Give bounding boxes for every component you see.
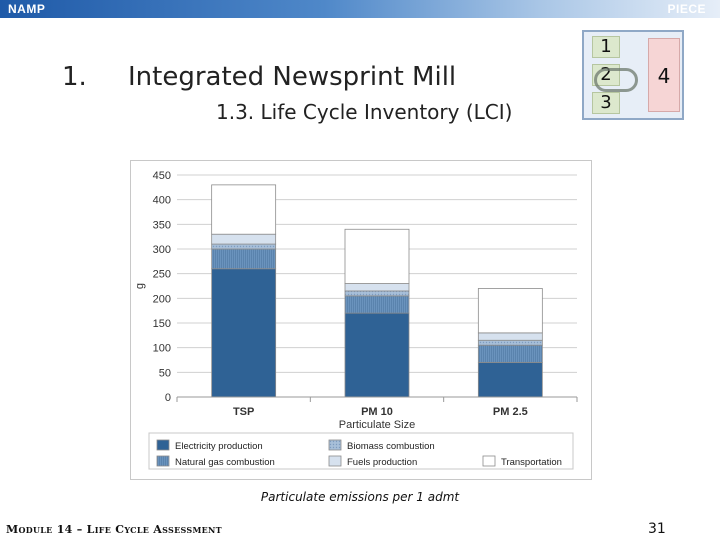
bar-segment	[477, 332, 543, 341]
y-axis-title: g	[134, 283, 146, 289]
y-tick-label: 0	[165, 392, 171, 404]
legend-swatch	[482, 455, 496, 467]
slide-subtitle: 1.3. Life Cycle Inventory (LCI)	[216, 100, 513, 124]
lca-step-3: 3	[592, 92, 620, 114]
lca-step-4: 4	[648, 38, 680, 112]
bar-segment	[211, 233, 277, 245]
top-banner: NAMP PIECE	[0, 0, 720, 18]
chart-caption: Particulate emissions per 1 admt	[260, 490, 460, 504]
y-tick-label: 200	[153, 293, 171, 305]
bar-segment	[211, 268, 277, 398]
header-right-label: PIECE	[667, 2, 706, 16]
legend-swatch	[156, 455, 170, 467]
bar-segment	[477, 362, 543, 398]
x-tick-label: PM 10	[361, 406, 393, 418]
page-number: 31	[648, 521, 666, 537]
bar-segment	[211, 243, 277, 250]
chart-frame: 0 50 100 150 200 250 300 350 400 450 TSP PM 10 PM 2.…	[130, 160, 592, 480]
bar-segment	[344, 283, 410, 292]
bar-segment	[211, 248, 277, 270]
x-tick-label: PM 2.5	[493, 406, 528, 418]
legend-label: Fuels production	[347, 457, 417, 468]
legend-swatch	[328, 455, 342, 467]
bar-segment	[344, 295, 410, 314]
lca-steps-diagram: 1 2 3 4	[582, 30, 684, 120]
legend-label: Biomass combustion	[347, 441, 435, 452]
bar-segment	[477, 288, 543, 334]
bar-segment	[477, 339, 543, 346]
y-tick-label: 50	[159, 367, 171, 379]
section-number: 1.	[62, 62, 87, 92]
y-tick-label: 250	[153, 269, 171, 281]
legend-label: Natural gas combustion	[175, 457, 275, 468]
lca-step-1: 1	[592, 36, 620, 58]
bar-segment	[344, 228, 410, 284]
legend-swatch	[156, 439, 170, 451]
legend-label: Electricity production	[175, 441, 263, 452]
header-left-label: NAMP	[8, 2, 46, 16]
bar-segment	[344, 290, 410, 297]
bar-segment	[211, 184, 277, 235]
x-tick-label: TSP	[233, 406, 254, 418]
bar-segment	[344, 312, 410, 398]
y-tick-label: 150	[153, 318, 171, 330]
x-axis-title: Particulate Size	[339, 419, 415, 431]
legend-swatch	[328, 439, 342, 451]
y-tick-label: 350	[153, 219, 171, 231]
bar-segment	[477, 344, 543, 363]
current-step-highlight	[594, 68, 638, 92]
module-footer: Module 14 – Life Cycle Assessment	[6, 523, 222, 536]
legend-label: Transportation	[501, 457, 562, 468]
particulate-emissions-chart: 0 50 100 150 200 250 300 350 400 450 TSP PM 10 PM 2.…	[134, 170, 578, 470]
y-tick-label: 450	[153, 170, 171, 182]
y-tick-label: 100	[153, 343, 171, 355]
y-tick-label: 400	[153, 195, 171, 207]
y-tick-label: 300	[153, 244, 171, 256]
slide-title: Integrated Newsprint Mill	[128, 62, 457, 92]
legend-box	[148, 432, 574, 470]
